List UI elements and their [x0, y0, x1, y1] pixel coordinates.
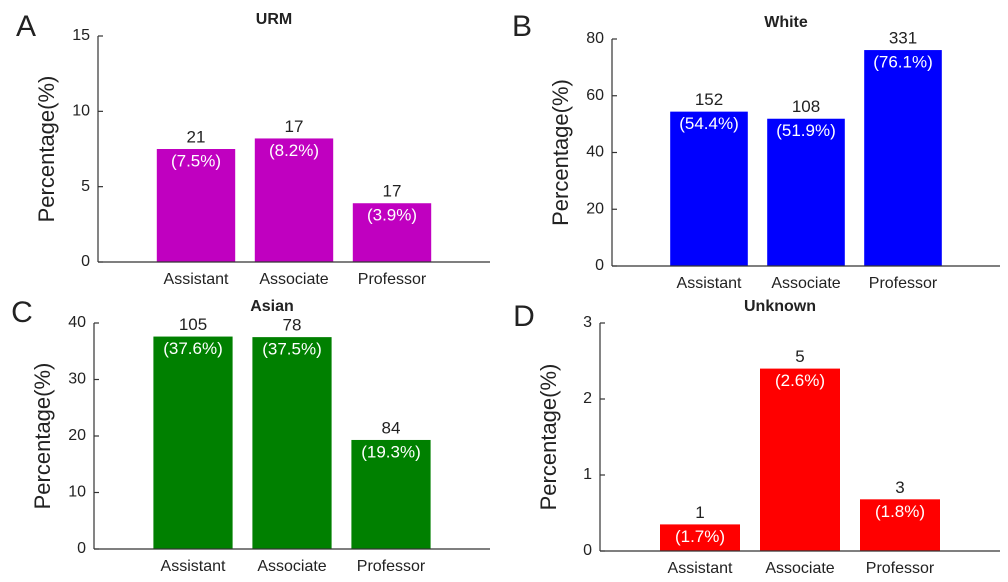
x-tick-label: Professor [358, 271, 427, 288]
y-tick-label: 5 [81, 178, 90, 195]
y-tick-label: 0 [77, 540, 86, 557]
bar [352, 203, 432, 262]
bar [864, 50, 942, 266]
bar [767, 118, 845, 266]
x-tick-label: Associate [257, 558, 326, 575]
count-label: 17 [383, 182, 402, 201]
panel-label: A [16, 10, 36, 43]
count-label: 78 [283, 316, 302, 335]
percent-label: (3.9%) [367, 206, 417, 225]
bar [156, 149, 236, 262]
count-label: 5 [795, 347, 804, 366]
chart-title: Unknown [744, 298, 816, 315]
bar [153, 336, 233, 549]
percent-label: (8.2%) [269, 141, 319, 160]
bar [252, 337, 332, 549]
count-label: 84 [382, 418, 401, 437]
y-axis-label: Percentage(%) [536, 364, 561, 511]
y-tick-label: 80 [586, 30, 604, 47]
bar [670, 111, 748, 266]
y-axis-label: Percentage(%) [548, 79, 573, 226]
y-tick-label: 10 [68, 484, 86, 501]
y-tick-label: 60 [586, 87, 604, 104]
y-tick-label: 10 [72, 103, 90, 120]
y-tick-label: 15 [72, 27, 90, 44]
bar [254, 138, 334, 262]
y-tick-label: 40 [68, 314, 86, 331]
percent-label: (76.1%) [873, 53, 933, 72]
percent-label: (37.6%) [163, 339, 223, 358]
percent-label: (54.4%) [679, 114, 739, 133]
y-tick-label: 0 [583, 542, 592, 559]
count-label: 17 [285, 117, 304, 136]
y-axis-label: Percentage(%) [30, 363, 55, 510]
y-tick-label: 30 [68, 371, 86, 388]
percent-label: (1.8%) [875, 502, 925, 521]
y-tick-label: 2 [583, 390, 592, 407]
percent-label: (2.6%) [775, 371, 825, 390]
panel-label: D [513, 300, 535, 333]
percent-label: (37.5%) [262, 340, 322, 359]
count-label: 331 [889, 29, 917, 48]
count-label: 152 [695, 90, 723, 109]
y-tick-label: 20 [586, 200, 604, 217]
y-tick-label: 1 [583, 466, 592, 483]
chart-title: White [764, 14, 808, 31]
x-tick-label: Assistant [164, 271, 229, 288]
bar [760, 368, 840, 551]
count-label: 3 [895, 478, 904, 497]
chart-title: URM [256, 11, 292, 28]
x-tick-label: Assistant [161, 558, 226, 575]
count-label: 108 [792, 97, 820, 116]
x-tick-label: Associate [259, 271, 328, 288]
bar [660, 524, 740, 551]
bar [351, 439, 431, 549]
x-tick-label: Associate [765, 560, 834, 577]
y-tick-label: 40 [586, 144, 604, 161]
count-label: 21 [187, 127, 206, 146]
percent-label: (7.5%) [171, 151, 221, 170]
count-label: 105 [179, 315, 207, 334]
count-label: 1 [695, 503, 704, 522]
chart-title: Asian [250, 298, 294, 315]
y-tick-label: 20 [68, 427, 86, 444]
x-tick-label: Professor [866, 560, 935, 577]
x-tick-label: Assistant [668, 560, 733, 577]
x-tick-label: Associate [771, 275, 840, 292]
x-tick-label: Assistant [677, 275, 742, 292]
bar [860, 499, 940, 551]
percent-label: (19.3%) [361, 442, 421, 461]
y-axis-label: Percentage(%) [34, 76, 59, 223]
x-tick-label: Professor [869, 275, 938, 292]
y-tick-label: 3 [583, 314, 592, 331]
panel-label: C [11, 296, 33, 329]
percent-label: (1.7%) [675, 527, 725, 546]
y-tick-label: 0 [81, 253, 90, 270]
panel-label: B [512, 10, 532, 43]
percent-label: (51.9%) [776, 121, 836, 140]
y-tick-label: 0 [595, 257, 604, 274]
x-tick-label: Professor [357, 558, 426, 575]
